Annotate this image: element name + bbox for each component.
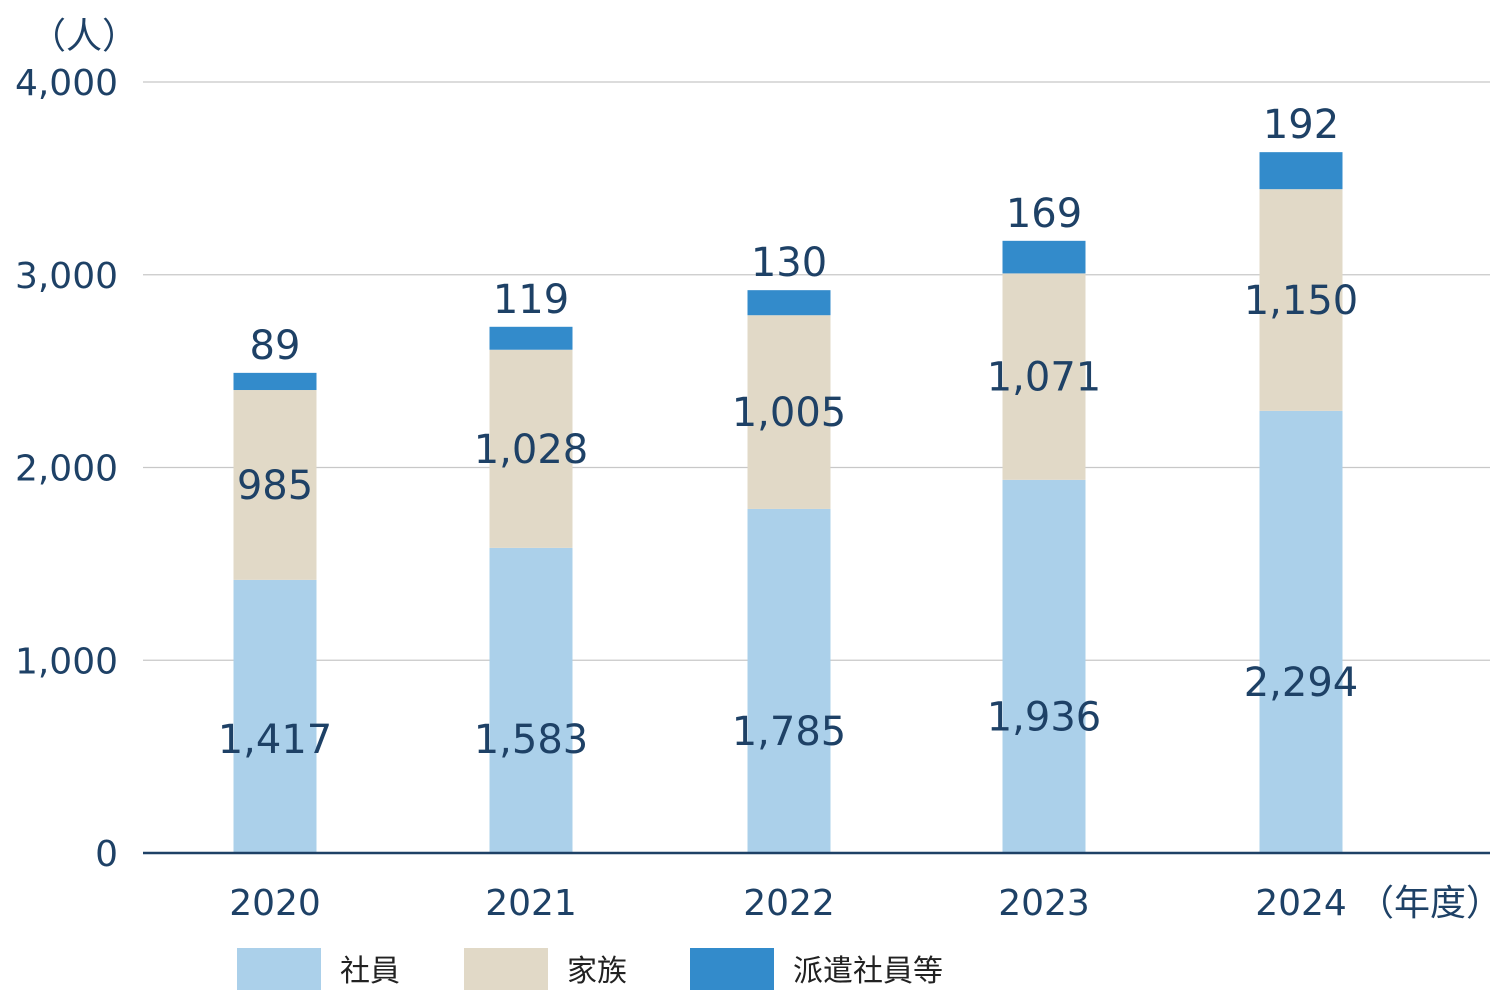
x-tick-label: 2022 bbox=[743, 883, 835, 924]
data-label: 1,028 bbox=[474, 427, 589, 473]
data-label: 1,785 bbox=[732, 709, 847, 755]
data-label: 1,583 bbox=[474, 717, 589, 763]
bar-segment bbox=[1002, 240, 1086, 274]
x-tick-label: 2024 bbox=[1255, 883, 1347, 924]
legend-label: 派遣社員等 bbox=[793, 954, 943, 989]
y-axis-unit-label: （人） bbox=[30, 16, 138, 57]
data-label: 2,294 bbox=[1244, 660, 1359, 706]
data-label: 89 bbox=[250, 323, 301, 369]
bar-segment bbox=[1259, 152, 1343, 190]
bar-segment bbox=[233, 390, 317, 580]
y-axis-ticks: 0 1,000 2,000 3,000 4,000 bbox=[15, 63, 118, 875]
bar-segment bbox=[489, 326, 573, 350]
bar-segment bbox=[1259, 189, 1343, 411]
y-tick-label: 0 bbox=[95, 834, 118, 875]
x-tick-label: 2021 bbox=[485, 883, 577, 924]
data-label: 1,417 bbox=[218, 717, 333, 763]
x-axis-ticks: 2020 2021 2022 2023 2024 （年度） bbox=[229, 883, 1500, 924]
bar-segment bbox=[747, 508, 831, 853]
bar-segment bbox=[747, 290, 831, 316]
bar-segment bbox=[489, 547, 573, 853]
data-label: 1,005 bbox=[732, 390, 847, 436]
data-label: 192 bbox=[1263, 102, 1339, 148]
bars: 1,417 985 89 1,583 1,028 119 1,785 1,005 130 1,93… bbox=[218, 102, 1359, 853]
legend-label: 家族 bbox=[567, 954, 627, 989]
bar-segment bbox=[747, 315, 831, 509]
bar-segment bbox=[1002, 479, 1086, 853]
x-tick-label: 2020 bbox=[229, 883, 321, 924]
data-label: 169 bbox=[1006, 191, 1082, 237]
y-tick-label: 1,000 bbox=[15, 641, 118, 682]
bar-segment bbox=[233, 579, 317, 853]
bar-segment bbox=[489, 349, 573, 548]
legend-label: 社員 bbox=[340, 954, 400, 989]
bar-segment bbox=[1259, 410, 1343, 853]
data-label: 985 bbox=[237, 463, 313, 509]
x-tick-label: 2023 bbox=[998, 883, 1090, 924]
y-tick-label: 3,000 bbox=[15, 256, 118, 297]
y-tick-label: 4,000 bbox=[15, 63, 118, 104]
legend-swatch bbox=[464, 948, 548, 990]
legend: 社員 家族 派遣社員等 bbox=[237, 948, 943, 990]
y-tick-label: 2,000 bbox=[15, 449, 118, 490]
data-label: 130 bbox=[751, 240, 827, 286]
legend-swatch bbox=[237, 948, 321, 990]
data-label: 1,936 bbox=[987, 694, 1102, 740]
data-label: 119 bbox=[493, 277, 569, 323]
x-axis-unit-label: （年度） bbox=[1358, 883, 1500, 924]
legend-swatch bbox=[690, 948, 774, 990]
bar-segment bbox=[233, 372, 317, 391]
bar-segment bbox=[1002, 273, 1086, 480]
data-label: 1,071 bbox=[987, 355, 1102, 401]
data-label: 1,150 bbox=[1244, 278, 1359, 324]
